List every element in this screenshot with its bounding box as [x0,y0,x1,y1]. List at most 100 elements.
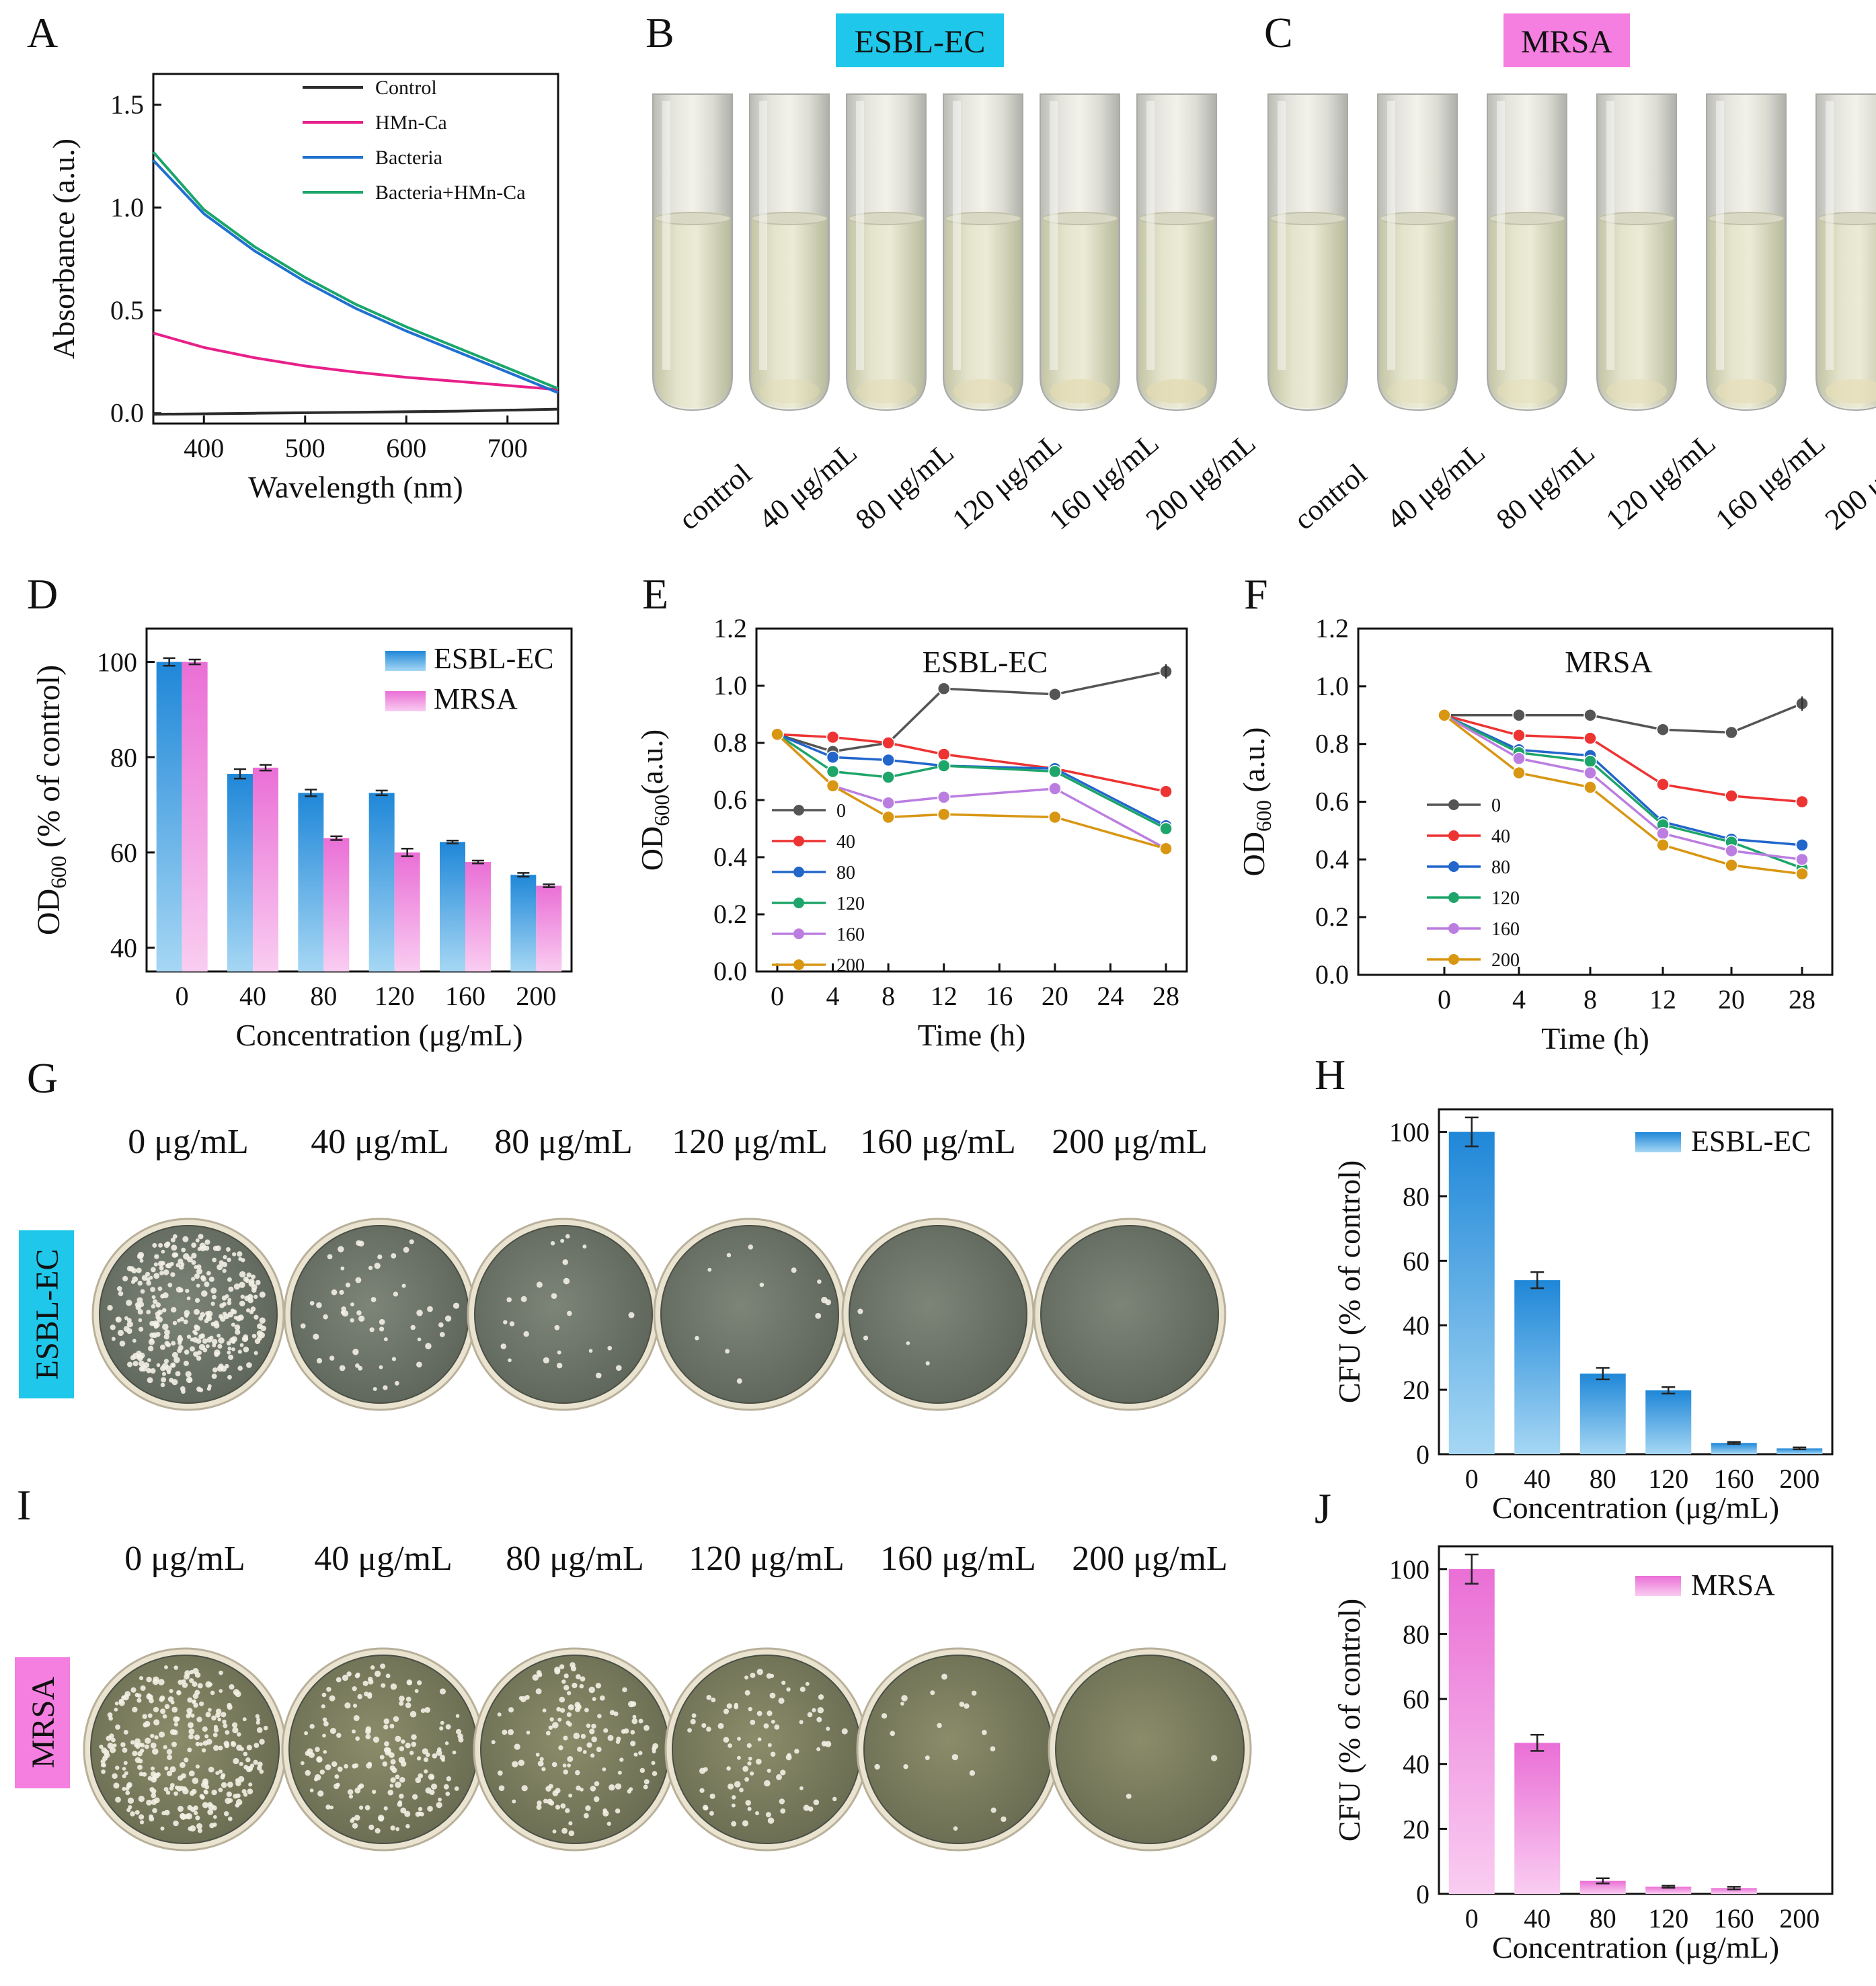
colony [241,1336,248,1343]
colony [139,1259,144,1263]
colony [158,1242,163,1248]
colony [122,1747,128,1753]
colony [562,1259,568,1265]
colony [399,1746,405,1751]
y-tick-label: 0.2 [713,899,747,929]
colony [316,1357,323,1364]
plate-agar [290,1225,469,1404]
colony [702,1804,709,1811]
colony [731,1803,736,1808]
colony [416,1310,423,1316]
colony [157,1261,164,1267]
colony [321,1692,327,1698]
colony [227,1817,233,1821]
colony [139,1772,144,1777]
colony [132,1751,138,1757]
colony [832,1796,837,1802]
panel-label-h: H [1315,1051,1345,1099]
colony [115,1724,120,1730]
colony [377,1815,385,1821]
colony [776,1774,782,1780]
broth-meniscus [1269,212,1346,225]
colony [542,1708,547,1713]
colony [120,1742,126,1747]
plates-esbl-ec: 0 μg/mL 40 μg/mL 80 μg/mL 120 μg/mL 160 μg/m… [91,1123,1226,1411]
colony [351,1817,355,1821]
broth-meniscus [751,212,828,225]
bar-esbl-ec [227,774,253,971]
colony [155,1311,161,1317]
colony [152,1678,159,1685]
colony [184,1670,191,1677]
colony [164,1341,170,1347]
colony [438,1322,444,1328]
colony [189,1678,194,1683]
x-tick-label: 24 [1097,981,1124,1011]
colony [411,1741,417,1747]
colony [182,1682,188,1688]
colony [1001,1816,1007,1823]
colony [223,1255,227,1260]
colony [211,1294,217,1300]
colony [202,1338,208,1344]
colony [384,1741,389,1747]
colony [391,1767,397,1774]
colony [805,1681,810,1686]
colony [263,1725,268,1731]
colony [237,1732,241,1737]
colony [247,1788,253,1794]
colony [126,1328,132,1335]
colony [222,1269,227,1273]
colony [628,1312,635,1318]
data-point [1512,766,1526,780]
colony [368,1265,373,1271]
colony [526,1731,531,1735]
colony [857,1308,863,1314]
colony [193,1308,200,1315]
colony [445,1791,451,1796]
colony [148,1345,154,1352]
data-point [1159,842,1173,855]
colony [393,1716,399,1722]
colony [736,1378,742,1384]
y-axis-label: OD600 (% of control) [31,665,71,935]
colony [226,1791,232,1797]
tube [652,93,733,411]
colony [226,1247,231,1252]
colony [164,1809,170,1816]
colony [817,1279,822,1284]
colony [565,1808,570,1813]
x-tick-label: 0 [771,981,784,1011]
colony [390,1759,396,1765]
colony [497,1770,503,1776]
legend-marker [793,928,804,939]
colony [536,1281,543,1288]
y-axis-label: CFU (% of control) [1332,1160,1366,1404]
data-point [1656,723,1670,736]
chart-od600-bars: 40 60 80 100 0 40 80 120 160 200 Concentration (μg… [31,627,573,1052]
colony [164,1665,168,1669]
broth-meniscus [945,212,1021,225]
colony [316,1302,322,1308]
colony [699,1767,706,1774]
colony [126,1300,132,1306]
colony [423,1757,429,1762]
colony [167,1754,173,1760]
colony [574,1706,581,1712]
colony [159,1731,165,1738]
colony [841,1728,848,1735]
colony [138,1326,144,1332]
colony [395,1774,400,1780]
colony [212,1822,217,1827]
colony [589,1729,595,1735]
colony [381,1683,386,1688]
chart-title: ESBL-EC [923,645,1048,679]
colony [139,1302,145,1308]
colony [439,1332,445,1337]
tube-broth [1270,219,1345,408]
colony [134,1302,141,1308]
colony [134,1738,141,1745]
colony [619,1757,624,1762]
colony [221,1712,227,1718]
colony [192,1693,199,1700]
